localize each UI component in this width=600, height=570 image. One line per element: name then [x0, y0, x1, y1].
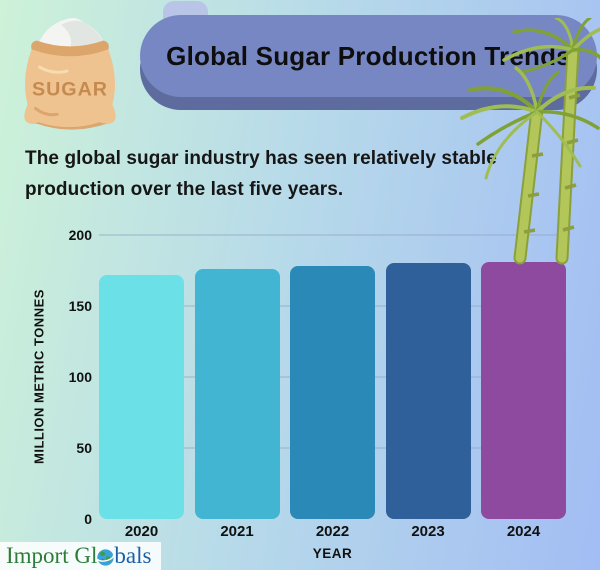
y-tick-label-0: 0 — [84, 511, 92, 527]
intro-line-1: The global sugar industry has seen relat… — [25, 148, 497, 169]
x-tick-label-2024: 2024 — [506, 523, 541, 540]
x-axis: 2020 2021 2022 2023 2024 — [99, 523, 566, 543]
x-tick-label-2023: 2023 — [411, 523, 445, 540]
cane-leaves-back — [502, 18, 600, 74]
page-title: Global Sugar Production Trends — [166, 40, 571, 71]
y-axis: 0 50 100 150 200 — [48, 227, 92, 527]
sugar-bag-label: SUGAR — [32, 79, 108, 101]
bar-2021 — [194, 269, 280, 519]
x-axis-title: YEAR — [312, 546, 353, 561]
logo-text-prefix: Import Gl — [6, 543, 98, 568]
sugar-bag-icon: SUGAR — [24, 17, 116, 130]
import-globals-logo: Import Gl bals — [0, 542, 162, 570]
bar-2022 — [290, 266, 375, 519]
y-tick-label-200: 200 — [68, 227, 92, 243]
x-tick-label-2021: 2021 — [220, 523, 254, 540]
y-tick-label-100: 100 — [68, 369, 92, 385]
cane-leaves-front — [460, 66, 600, 180]
y-axis-title: MILLION METRIC TONNES — [31, 289, 47, 465]
gridline-200 — [99, 234, 566, 236]
bar-2024 — [481, 261, 566, 519]
x-tick-label-2020: 2020 — [124, 523, 159, 540]
bar-2020 — [99, 274, 184, 519]
x-tick-label-2022: 2022 — [315, 523, 350, 540]
intro-text: The global sugar industry has seen relat… — [25, 143, 570, 205]
intro-line-2: production over the last five years. — [25, 179, 344, 200]
y-tick-label-50: 50 — [76, 440, 92, 456]
y-tick-label-150: 150 — [68, 298, 92, 314]
bar-2023 — [385, 263, 471, 519]
title-banner: Global Sugar Production Trends — [140, 15, 597, 97]
logo-text-suffix: bals — [114, 543, 152, 568]
sugarcane-icon — [460, 18, 600, 265]
chart-plot-area — [99, 234, 566, 519]
globe-icon — [97, 549, 115, 566]
